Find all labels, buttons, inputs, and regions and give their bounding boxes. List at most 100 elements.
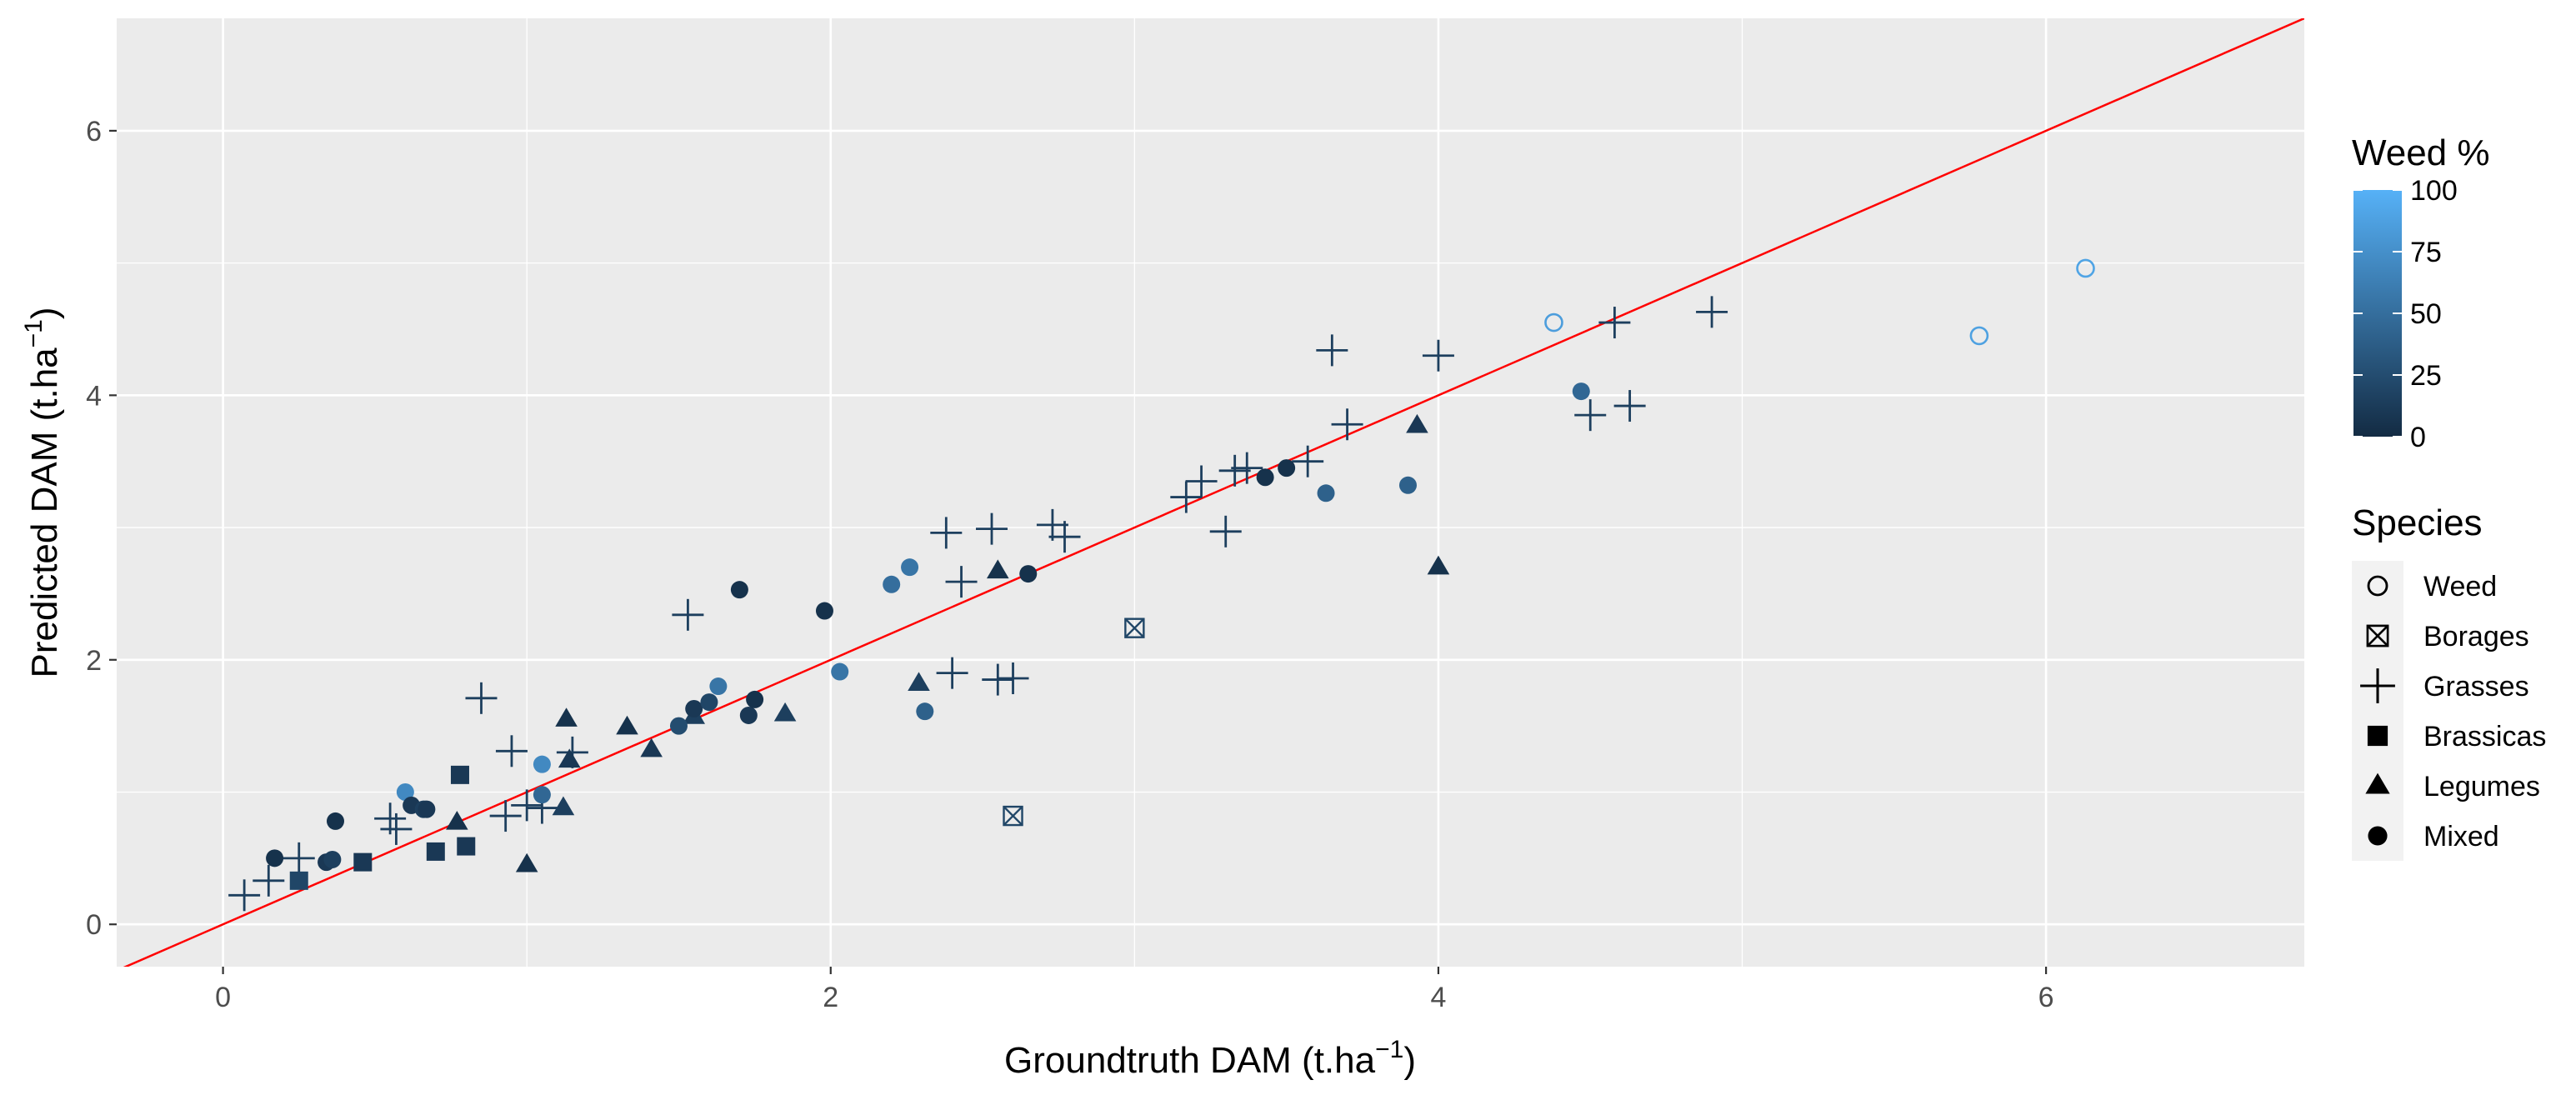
data-point-grasses: [997, 662, 1029, 694]
data-point-brassicas: [289, 871, 308, 890]
data-point-grasses: [1316, 334, 1348, 367]
color-legend-label: 50: [2410, 298, 2442, 330]
data-point-grasses: [1036, 508, 1068, 541]
legend-key-grasses-icon: [2360, 668, 2395, 703]
legend-label: Borages: [2423, 621, 2529, 652]
y-tick-label: 0: [86, 909, 102, 941]
legend-label: Brassicas: [2423, 721, 2546, 752]
legend-key-background: [2352, 561, 2403, 611]
data-point-mixed: [1256, 468, 1274, 487]
data-point-legumes: [986, 559, 1009, 579]
legend-item-legumes: Legumes: [2352, 761, 2540, 811]
data-point-mixed: [746, 690, 764, 708]
data-point-mixed: [831, 662, 849, 681]
y-axis-ticks: 0 2 4 6: [86, 116, 117, 941]
data-point-grasses: [1209, 515, 1242, 548]
data-point-mixed: [709, 678, 728, 696]
data-point-mixed: [815, 602, 833, 620]
data-point-mixed: [916, 702, 934, 721]
legend-key-borages-icon: [2366, 624, 2389, 648]
color-legend-label: 75: [2410, 237, 2442, 268]
x-axis-title: Groundtruth DAM (t.ha−1): [1004, 1036, 1416, 1081]
legend-key-weed-icon: [2367, 575, 2388, 597]
data-point-mixed: [1398, 476, 1417, 494]
data-point-grasses: [1696, 296, 1728, 328]
data-point-legumes: [640, 738, 663, 758]
data-point-grasses: [1170, 481, 1203, 513]
color-legend-label: 100: [2410, 175, 2458, 207]
data-point-legumes: [552, 796, 575, 816]
data-point-grasses: [489, 800, 522, 832]
data-point-legumes: [1427, 555, 1450, 575]
data-point-brassicas: [457, 837, 476, 856]
legend-label: Legumes: [2423, 771, 2540, 802]
x-tick-label: 0: [215, 982, 231, 1013]
data-point-weed: [1544, 312, 1563, 332]
data-point-mixed: [883, 575, 901, 593]
y-axis-title: Predicted DAM (t.ha−1): [20, 307, 65, 678]
x-tick-label: 4: [1430, 982, 1446, 1013]
data-point-mixed: [418, 800, 436, 818]
legend-item-borages: Borages: [2352, 611, 2529, 661]
data-point-legumes: [773, 702, 797, 722]
data-point-grasses: [253, 864, 285, 897]
legend-label: Grasses: [2423, 671, 2529, 702]
data-point-mixed: [739, 706, 758, 724]
x-axis-title-text: Groundtruth DAM (t.ha: [1004, 1040, 1376, 1081]
data-point-mixed: [901, 558, 919, 577]
data-point-mixed: [1278, 459, 1296, 478]
x-axis-ticks: 0 2 4 6: [215, 967, 2054, 1013]
x-tick-label: 6: [2038, 982, 2054, 1013]
legend-item-weed: Weed: [2352, 561, 2497, 611]
data-point-grasses: [930, 517, 963, 549]
y-axis-title-close: ): [24, 307, 65, 319]
data-point-grasses: [380, 812, 413, 845]
legend-item-brassicas: Brassicas: [2352, 711, 2546, 761]
data-point-grasses: [1613, 390, 1646, 422]
data-point-mixed: [1019, 565, 1038, 583]
data-point-borages: [1003, 805, 1023, 827]
data-point-grasses: [1218, 454, 1251, 487]
data-point-legumes: [908, 672, 930, 692]
data-point-mixed: [533, 786, 551, 804]
color-legend-label: 0: [2410, 422, 2426, 453]
data-point-legumes: [515, 852, 538, 872]
data-point-mixed: [323, 850, 342, 868]
data-point-grasses: [495, 735, 528, 768]
reference-line: [123, 18, 2304, 967]
y-tick-label: 6: [86, 116, 102, 148]
data-point-brassicas: [426, 842, 445, 861]
legend-label: Weed: [2423, 571, 2497, 602]
data-point-borages: [1124, 618, 1145, 638]
y-axis-title-exponent: −1: [20, 319, 48, 348]
data-point-mixed: [730, 581, 748, 599]
data-point-legumes: [1406, 413, 1428, 433]
shape-legend: Weed Borages Grasses Brassicas Legumes Mixed: [2352, 561, 2546, 861]
x-axis-title-close: ): [1403, 1040, 1416, 1081]
legend-item-mixed: Mixed: [2352, 811, 2499, 861]
data-point-legumes: [446, 810, 468, 830]
y-axis-title-text: Predicted DAM (t.ha: [24, 348, 65, 678]
legend-label: Mixed: [2423, 821, 2499, 852]
data-point-mixed: [396, 782, 414, 801]
data-point-brassicas: [450, 765, 469, 784]
data-point-mixed: [700, 693, 718, 712]
x-axis-title-exponent: −1: [1375, 1036, 1403, 1063]
data-point-weed: [1969, 326, 1989, 346]
y-tick-label: 4: [86, 380, 102, 412]
data-point-mixed: [669, 717, 688, 735]
legend-key-mixed-icon: [2368, 826, 2388, 846]
data-point-grasses: [1231, 452, 1263, 484]
major-grid: [117, 18, 2304, 967]
data-point-grasses: [511, 789, 543, 822]
data-point-grasses: [465, 682, 498, 714]
data-point-legumes: [558, 748, 581, 768]
data-point-legumes: [555, 708, 578, 727]
data-point-grasses: [982, 663, 1014, 696]
data-point-mixed: [266, 849, 284, 868]
color-legend-ticks: 0 25 50 75 100: [2353, 175, 2458, 453]
data-point-grasses: [228, 879, 261, 912]
data-point-grasses: [1292, 445, 1324, 478]
data-point-mixed: [327, 812, 344, 830]
